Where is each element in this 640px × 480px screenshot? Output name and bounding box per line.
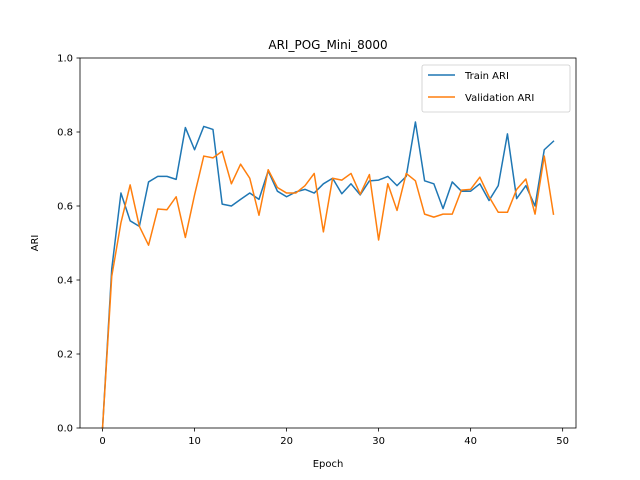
x-tick-label: 10 (188, 436, 201, 447)
train-ari-line (101, 121, 555, 429)
plot-frame (79, 57, 577, 429)
y-tick-label: 0.6 (57, 202, 73, 213)
series-lines (101, 121, 555, 429)
y-tick-label: 0.0 (57, 424, 73, 435)
x-tick-label: 0 (99, 436, 105, 447)
y-tick-label: 0.4 (57, 276, 73, 287)
x-tick-label: 40 (464, 436, 477, 447)
legend-label-train: Train ARI (464, 71, 509, 82)
legend: Train ARI Validation ARI (421, 64, 571, 113)
legend-label-validation: Validation ARI (465, 93, 534, 104)
axis-ticks: 0 10 20 30 40 50 0.0 0.2 0.4 0.6 0.8 1.0 (57, 54, 569, 448)
chart-title: ARI_POG_Mini_8000 (268, 38, 387, 52)
y-tick-label: 0.2 (57, 350, 73, 361)
legend-box (421, 64, 571, 113)
x-tick-label: 30 (372, 436, 385, 447)
x-tick-label: 50 (556, 436, 569, 447)
y-axis-label: ARI (30, 235, 41, 252)
y-tick-label: 1.0 (57, 54, 73, 65)
x-tick-label: 20 (280, 436, 293, 447)
y-tick-label: 0.8 (57, 128, 73, 139)
validation-ari-line (101, 150, 555, 429)
x-axis-label: Epoch (313, 459, 344, 470)
